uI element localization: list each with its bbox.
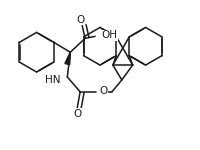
Text: O: O — [99, 86, 107, 96]
Text: OH: OH — [101, 30, 117, 40]
Text: HN: HN — [45, 75, 60, 85]
Text: O: O — [76, 15, 84, 24]
Text: O: O — [73, 109, 81, 119]
Polygon shape — [65, 52, 70, 65]
